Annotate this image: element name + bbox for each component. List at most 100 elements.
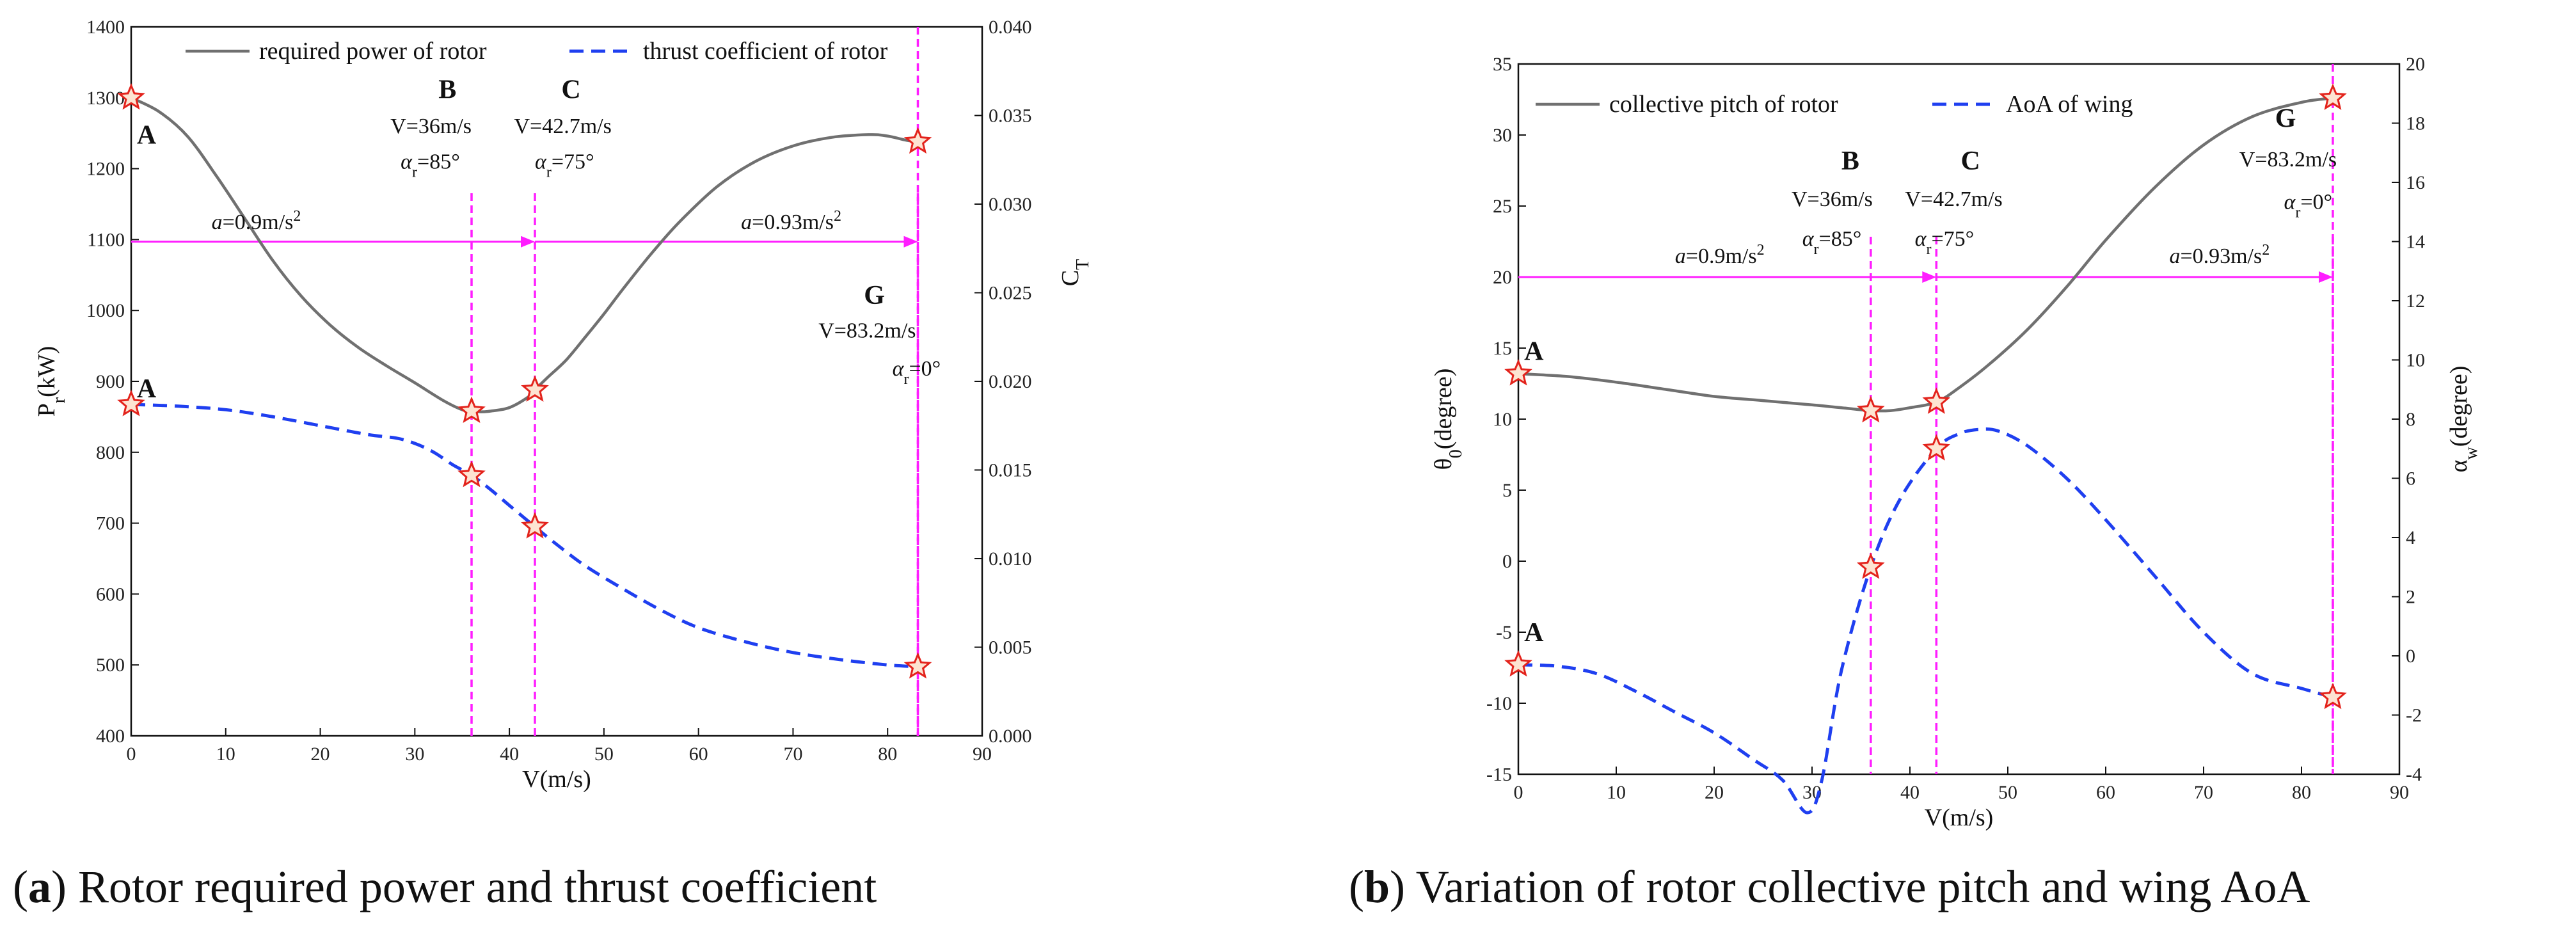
x-tick-label: 40 [1900, 782, 1920, 803]
star-marker [903, 652, 932, 679]
chart-panel-a: 0 10 20 30 40 50 60 70 80 90 400 500 600 700 800 900 100… [33, 17, 1093, 793]
caption-a-letter: a [28, 861, 51, 912]
y-tick-label: -10 [1486, 693, 1512, 714]
y2-tick-label: 8 [2406, 409, 2415, 430]
point-label: B [1841, 147, 1859, 176]
point-label: A [1524, 618, 1544, 648]
y-tick-label: 900 [96, 371, 125, 392]
x-axis-label: V(m/s) [522, 766, 591, 793]
rotor-angle-annotation: αr=0° [893, 357, 941, 388]
y2-tick-label: 0.025 [989, 283, 1032, 304]
x-tick-label: 30 [405, 744, 424, 765]
star-marker [117, 83, 145, 110]
y2-axis-label: CT [1057, 259, 1093, 286]
star-marker [903, 127, 932, 154]
x-tick-label: 0 [1514, 782, 1523, 803]
series-line-1 [131, 402, 918, 669]
accel-annotation: a=0.93m/s2 [741, 208, 841, 234]
speed-annotation: V=42.7m/s [514, 115, 612, 138]
accel-annotation: a=0.9m/s2 [1675, 242, 1765, 268]
accel-arrow-head [903, 235, 918, 248]
y-tick-label: 1300 [86, 88, 125, 109]
y2-tick-label: 0.035 [989, 106, 1032, 127]
y2-tick-label: 18 [2406, 113, 2425, 134]
x-tick-label: 50 [594, 744, 614, 765]
speed-annotation: V=42.7m/s [1905, 187, 2002, 211]
accel-arrow-head [521, 235, 536, 248]
rotor-angle-annotation: αr=85° [401, 150, 460, 181]
point-label: B [438, 76, 456, 105]
speed-annotation: V=83.2m/s [818, 319, 916, 342]
point-label: A [137, 374, 157, 404]
y2-tick-label: 0.000 [989, 726, 1032, 747]
y2-tick-label: 20 [2406, 54, 2425, 75]
point-label: C [561, 76, 580, 105]
x-axis-label: V(m/s) [1925, 804, 1994, 831]
chart-panel-b: 0 10 20 30 40 50 60 70 80 90-15-10-50510152025303… [1430, 54, 2481, 831]
series-line-0 [130, 96, 918, 413]
x-tick-label: 10 [216, 744, 235, 765]
caption-b-letter: b [1364, 861, 1390, 912]
point-label: C [1961, 147, 1980, 176]
y-tick-label: 5 [1502, 480, 1512, 501]
legend-label-dashed: AoA of wing [2006, 91, 2133, 118]
rotor-angle-annotation: αr=75° [1915, 227, 1975, 258]
y-tick-label: 700 [96, 513, 125, 534]
star-marker [117, 390, 145, 417]
x-tick-label: 70 [783, 744, 802, 765]
x-tick-label: 10 [1607, 782, 1626, 803]
star-marker [521, 512, 549, 539]
accel-arrow-head [2318, 271, 2333, 283]
y2-tick-label: 14 [2406, 232, 2425, 253]
point-label: G [2275, 104, 2296, 133]
star-marker [1504, 359, 1532, 386]
y-tick-label: 1100 [87, 229, 125, 250]
y-tick-label: 20 [1493, 267, 1512, 288]
y2-tick-label: 16 [2406, 172, 2425, 193]
y-tick-label: 25 [1493, 196, 1512, 217]
x-tick-label: 0 [127, 744, 136, 765]
y2-tick-label: 6 [2406, 468, 2415, 489]
y-tick-label: 1400 [86, 17, 125, 38]
y-tick-label: 15 [1493, 338, 1512, 359]
rotor-angle-annotation: αr=85° [1802, 227, 1862, 258]
y-tick-label: -15 [1486, 764, 1512, 785]
star-marker [2319, 83, 2347, 110]
speed-annotation: V=36m/s [1792, 187, 1873, 211]
y-tick-label: 1000 [86, 300, 125, 321]
caption-a-text: Rotor required power and thrust coeffici… [66, 861, 877, 912]
rotor-angle-annotation: αr=75° [535, 150, 594, 181]
accel-annotation: a=0.93m/s2 [2169, 242, 2270, 268]
y2-tick-label: 0.040 [989, 17, 1032, 38]
x-tick-label: 40 [500, 744, 519, 765]
accel-annotation: a=0.9m/s2 [212, 208, 301, 234]
y2-tick-label: 0.005 [989, 637, 1032, 658]
y2-tick-label: -4 [2406, 764, 2422, 785]
caption-a: (a) Rotor required power and thrust coef… [13, 861, 877, 912]
y-tick-label: 400 [96, 726, 125, 747]
legend-label-solid: collective pitch of rotor [1609, 91, 1838, 118]
x-tick-label: 20 [1705, 782, 1724, 803]
y2-axis-label: αw(degree) [2445, 366, 2481, 473]
y2-tick-label: 0.015 [989, 460, 1032, 481]
star-marker [1856, 395, 1885, 423]
speed-annotation: V=36m/s [390, 115, 472, 138]
y-tick-label: 0 [1502, 551, 1512, 572]
y-axis-label: θ0(degree) [1430, 369, 1466, 470]
y2-tick-label: 2 [2406, 587, 2415, 608]
y2-tick-label: 0.030 [989, 194, 1032, 215]
y-axis-label: Pr(kW) [33, 346, 69, 417]
star-marker [2319, 682, 2347, 710]
star-marker [1922, 387, 1951, 414]
x-tick-label: 60 [689, 744, 708, 765]
star-marker [1504, 649, 1532, 677]
x-tick-label: 80 [2292, 782, 2311, 803]
x-tick-label: 50 [1998, 782, 2017, 803]
speed-annotation: V=83.2m/s [2239, 148, 2337, 171]
y-tick-label: 500 [96, 655, 125, 676]
y-tick-label: 35 [1493, 54, 1512, 75]
series-line-1 [1518, 427, 2334, 815]
legend-label-dashed: thrust coefficient of rotor [643, 38, 888, 65]
y-tick-label: 800 [96, 442, 125, 463]
y2-tick-label: 12 [2406, 290, 2425, 312]
